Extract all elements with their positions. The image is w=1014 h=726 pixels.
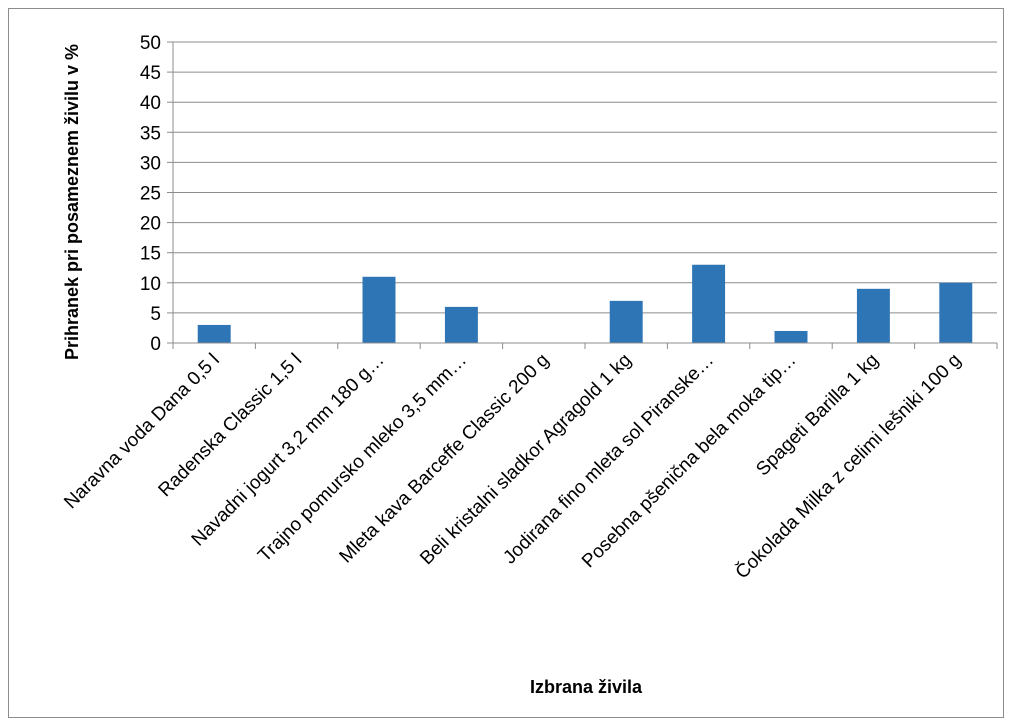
y-tick-label: 20 (140, 214, 161, 235)
y-tick-label: 15 (140, 244, 161, 265)
y-tick-label: 35 (140, 123, 161, 144)
y-axis-title: Prihranek pri posameznem živilu v % (62, 44, 82, 360)
axes (167, 41, 998, 349)
bar (856, 288, 890, 343)
y-tick-label: 5 (150, 304, 161, 325)
x-tick-label: Naravna voda Dana 0,5 l (60, 350, 223, 513)
y-tick-label: 30 (140, 153, 161, 174)
y-tick-label: 45 (140, 63, 161, 84)
bars (197, 264, 973, 343)
bar (444, 306, 478, 343)
y-tick-label: 0 (150, 334, 161, 355)
bar (609, 300, 643, 343)
bar (197, 324, 231, 343)
bar-chart: 0 5 10 15 20 25 30 35 40 45 50 Naravna voda Dana 0… (60, 33, 998, 697)
bar (939, 282, 973, 343)
y-tick-labels: 0 5 10 15 20 25 30 35 40 45 50 (140, 33, 161, 355)
bar (692, 264, 726, 343)
y-tick-label: 25 (140, 184, 161, 205)
x-tick-label: Radenska Classic 1,5 l (155, 350, 307, 502)
bar (362, 276, 396, 343)
y-tick-label: 40 (140, 93, 161, 114)
chart-frame: 0 5 10 15 20 25 30 35 40 45 50 Naravna voda Dana 0… (8, 8, 1004, 718)
y-tick-label: 10 (140, 274, 161, 295)
x-axis-title: Izbrana živila (530, 677, 643, 697)
y-tick-label: 50 (140, 33, 161, 54)
gridlines (173, 41, 997, 314)
bar (774, 330, 808, 343)
